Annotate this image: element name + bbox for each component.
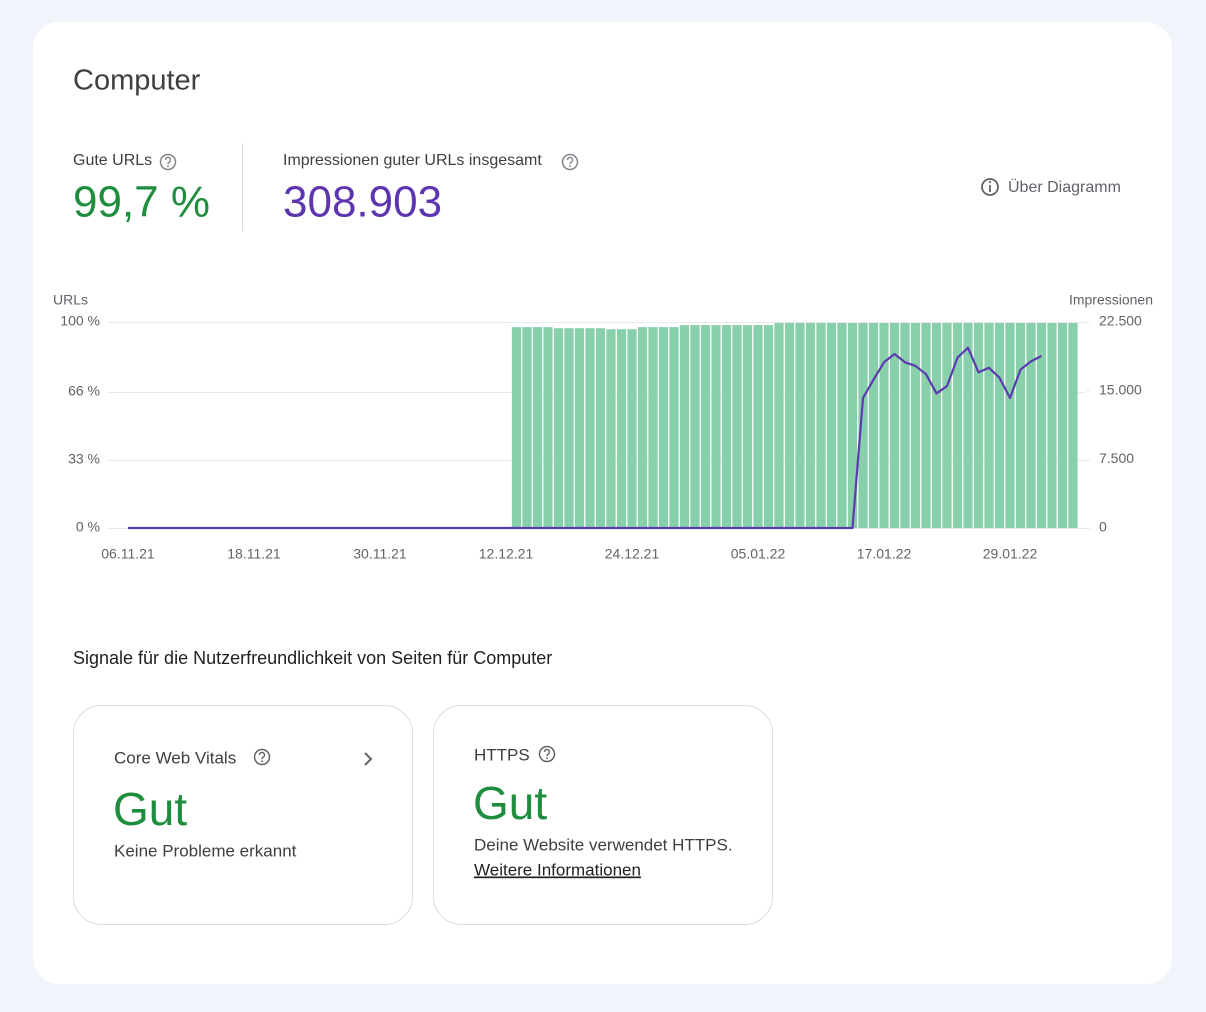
- bar: [721, 325, 732, 528]
- bar: [868, 323, 879, 528]
- bar: [984, 323, 994, 528]
- bar: [763, 325, 774, 528]
- line: [128, 346, 1043, 530]
- y-tick-label: 33 %: [68, 451, 100, 467]
- bar: [774, 323, 784, 528]
- bar: [648, 327, 658, 528]
- bar: [679, 325, 690, 528]
- bar: [616, 329, 627, 528]
- signal-card[interactable]: [73, 705, 413, 925]
- bar: [994, 323, 1005, 528]
- bar: [900, 323, 910, 528]
- bar: [795, 323, 805, 528]
- bar: [837, 323, 847, 528]
- x-tick-label: 17.01.22: [857, 546, 912, 562]
- chevron[interactable]: [364, 752, 373, 766]
- y2-tick-label: 7.500: [1099, 450, 1134, 466]
- y2-tick-label: 15.000: [1099, 381, 1142, 397]
- x-tick-label: 12.12.21: [479, 546, 534, 562]
- card-description: Deine Website verwendet HTTPS.: [474, 835, 733, 854]
- bar: [952, 323, 963, 528]
- section-title: Signale für die Nutzerfreundlichkeit von…: [73, 648, 552, 668]
- y2-tick-label: 0: [1099, 519, 1107, 535]
- y-tick-label: 100 %: [60, 313, 100, 329]
- bar: [595, 328, 606, 528]
- metric-label: Gute URLs: [73, 152, 152, 169]
- bar: [847, 323, 858, 528]
- bar: [658, 327, 669, 528]
- bar: [606, 329, 616, 528]
- bar: [711, 325, 721, 528]
- card-link[interactable]: Weitere Informationen: [474, 860, 641, 879]
- bar: [553, 328, 564, 528]
- bar: [1005, 323, 1015, 528]
- bar: [564, 328, 574, 528]
- x-tick-label: 18.11.21: [227, 546, 281, 562]
- bar: [669, 327, 679, 528]
- metric-value: 99,7 %: [73, 178, 210, 227]
- bar: [921, 323, 931, 528]
- title: Computer: [73, 65, 201, 97]
- bar: [826, 323, 837, 528]
- bar: [973, 323, 984, 528]
- card-title: Core Web Vitals: [114, 748, 236, 767]
- bar: [637, 327, 648, 528]
- bar: [1015, 323, 1026, 528]
- bar: [742, 325, 753, 528]
- bar: [690, 325, 700, 528]
- bar: [574, 328, 585, 528]
- y-tick-label: 0 %: [76, 519, 100, 535]
- bar: [532, 327, 543, 528]
- x-tick-label: 24.12.21: [605, 546, 660, 562]
- bar: [910, 323, 921, 528]
- signal-card: [433, 705, 773, 925]
- bar: [889, 323, 900, 528]
- bar: [627, 329, 637, 528]
- help-icon[interactable]: [159, 153, 177, 171]
- bar: [1026, 323, 1036, 528]
- bar: [732, 325, 742, 528]
- y-tick-label: 66 %: [68, 383, 100, 399]
- y-axis-label: URLs: [53, 292, 88, 308]
- about-link[interactable]: Über Diagramm: [981, 178, 1121, 196]
- help-icon[interactable]: [253, 748, 271, 766]
- bar: [858, 323, 868, 528]
- card-description: Keine Probleme erkannt: [114, 841, 297, 860]
- card-status: Gut: [113, 783, 187, 835]
- card-title: HTTPS: [474, 745, 530, 764]
- bar: [1047, 323, 1057, 528]
- plot: 0 % 33 % 66 % 100 % 0 7.500 15.000 22.500 06.11.…: [60, 313, 1142, 562]
- bar: [879, 323, 889, 528]
- help-icon[interactable]: [561, 153, 579, 171]
- x-tick-label: 06.11.21: [101, 546, 155, 562]
- metric-value: 308.903: [283, 178, 442, 227]
- bar: [753, 325, 763, 528]
- bar: [963, 323, 973, 528]
- bar: [1068, 323, 1078, 528]
- bar: [700, 325, 711, 528]
- bar: [511, 327, 522, 528]
- bar: [543, 327, 553, 528]
- bar: [931, 323, 942, 528]
- bar: [1036, 323, 1047, 528]
- help-icon[interactable]: [538, 745, 556, 763]
- x-tick-label: 05.01.22: [731, 546, 786, 562]
- bar: [942, 323, 952, 528]
- x-tick-label: 29.01.22: [983, 546, 1038, 562]
- y2-axis-label: Impressionen: [1069, 292, 1153, 308]
- bar: [1057, 323, 1068, 528]
- bar: [816, 323, 826, 528]
- x-tick-label: 30.11.21: [353, 546, 407, 562]
- card-status: Gut: [473, 777, 547, 829]
- about-text[interactable]: Über Diagramm: [1008, 178, 1121, 196]
- bar: [585, 328, 595, 528]
- metric-label: Impressionen guter URLs insgesamt: [283, 152, 542, 169]
- bar: [805, 323, 816, 528]
- bar: [522, 327, 532, 528]
- bar: [784, 323, 795, 528]
- y2-tick-label: 22.500: [1099, 313, 1142, 329]
